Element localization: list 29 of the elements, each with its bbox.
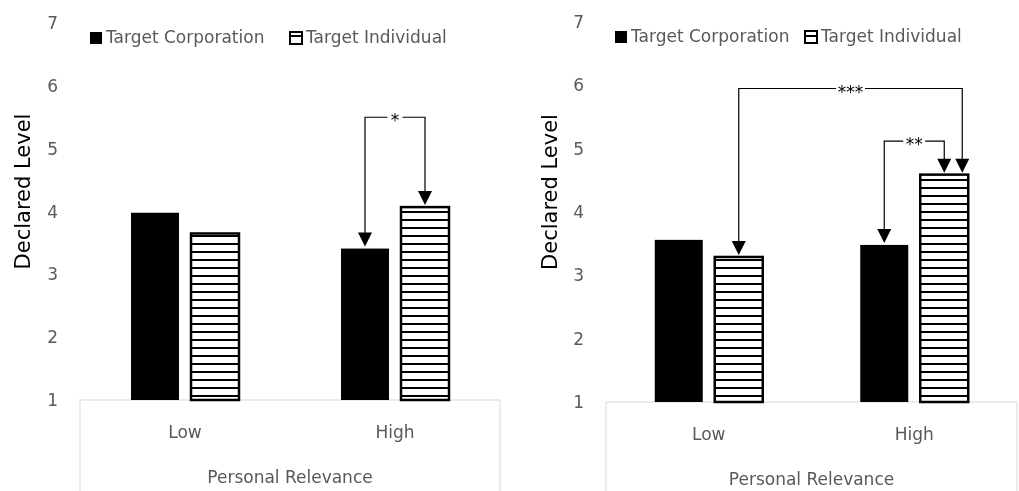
x-tick-label: High [375, 422, 415, 442]
y-tick-label: 3 [47, 264, 58, 285]
x-tick-label: Low [168, 422, 202, 442]
y-tick-label: 4 [573, 202, 584, 222]
legend-label: Target Individual [305, 27, 447, 47]
y-tick-label: 7 [47, 13, 58, 33]
x-tick-label: Low [692, 424, 726, 444]
y-tick-label: 7 [573, 12, 584, 32]
y-axis-title: Declared Level [11, 113, 35, 270]
legend-label: Target Corporation [105, 27, 265, 47]
x-axis-title: Personal Relevance [207, 467, 373, 487]
annotation: * [390, 110, 400, 131]
annotation: ** [905, 134, 923, 155]
y-tick-label: 2 [47, 327, 58, 348]
y-tick-label: 6 [573, 75, 584, 96]
y-tick-label: 4 [47, 201, 58, 222]
y-tick-label: 1 [573, 392, 584, 412]
x-axis-title: Personal Relevance [728, 469, 895, 489]
annotation: *** [837, 81, 864, 102]
x-tick-label: High [894, 424, 934, 444]
y-tick-label: 2 [573, 328, 584, 349]
legend-label: Target Corporation [630, 26, 790, 46]
y-tick-label: 5 [47, 138, 58, 159]
y-axis-title: Declared Level [538, 114, 562, 270]
legend-label: Target Individual [820, 26, 962, 46]
y-tick-label: 1 [47, 390, 58, 410]
y-tick-label: 5 [573, 138, 584, 159]
y-tick-label: 3 [573, 265, 584, 286]
y-tick-label: 6 [47, 75, 58, 96]
